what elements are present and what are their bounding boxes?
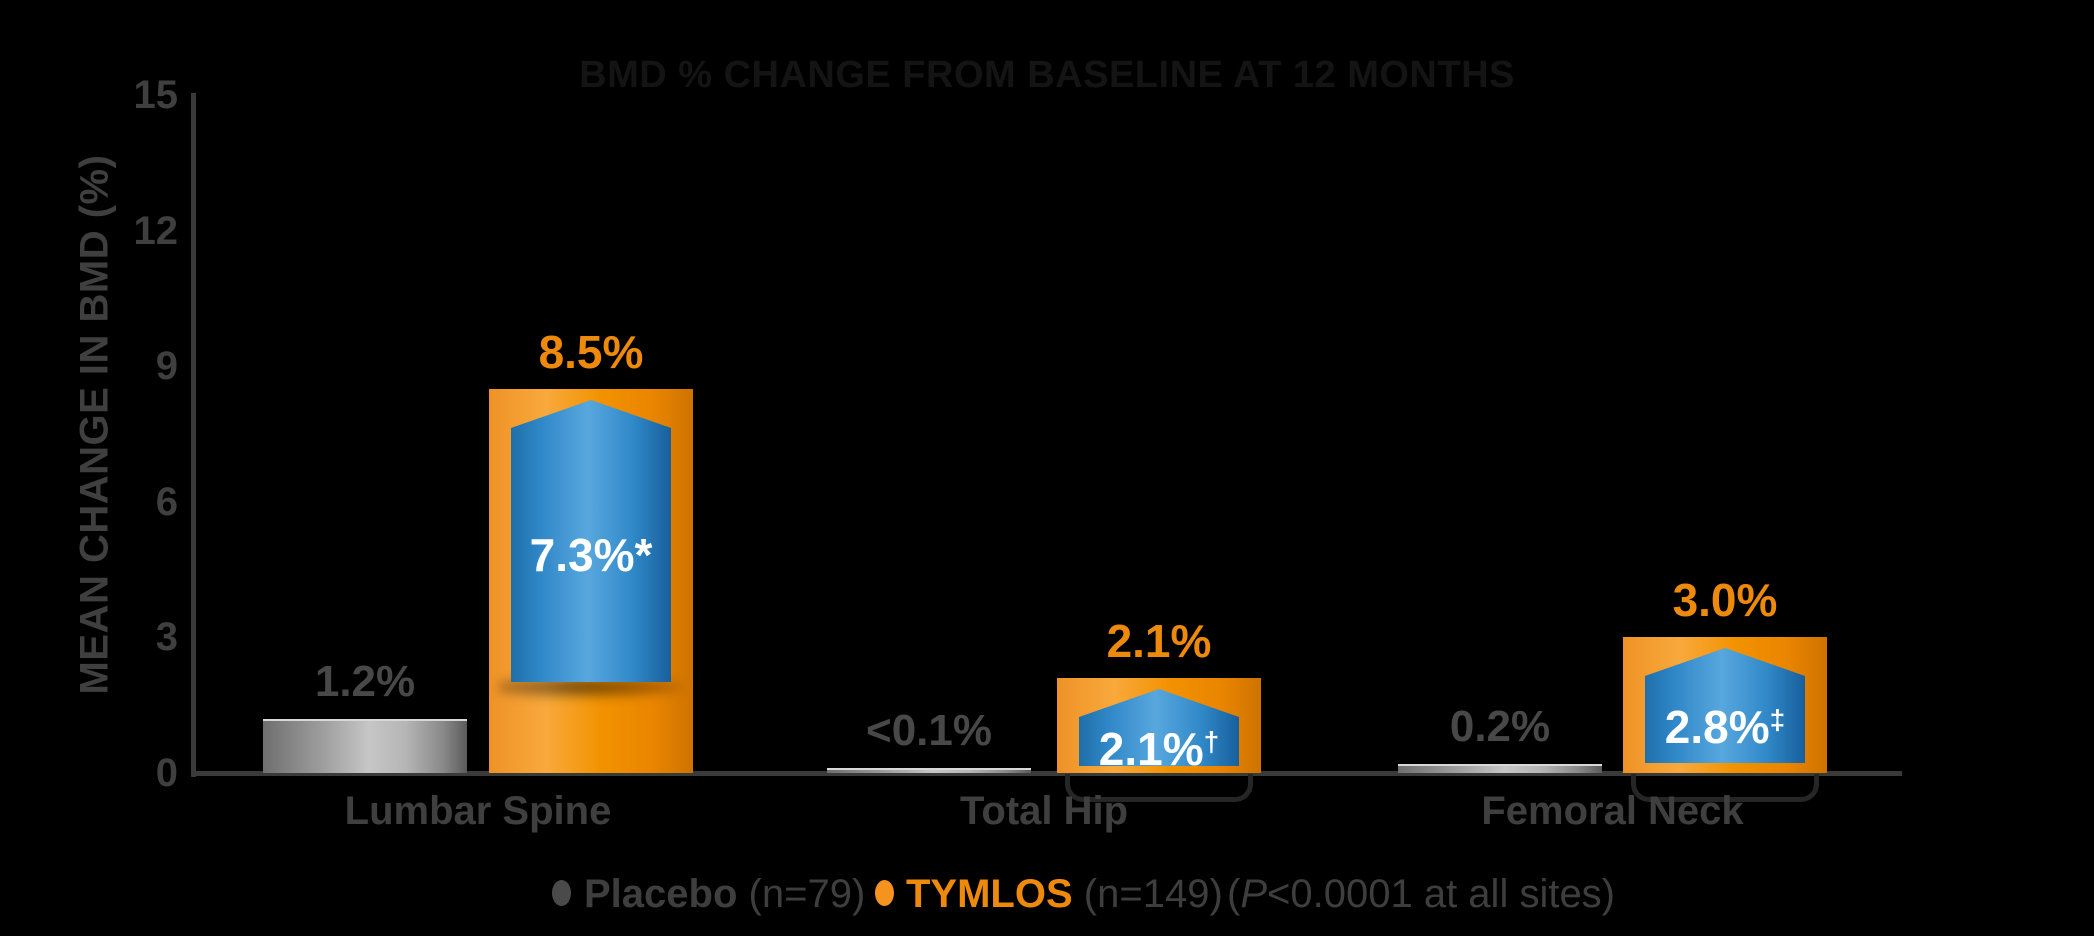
p-value-note: (P<0.0001 at all sites) <box>1227 872 1616 916</box>
legend-tymlos-marker <box>875 880 894 906</box>
placebo-bar <box>263 719 467 773</box>
legend-placebo-name: Placebo <box>584 872 738 916</box>
y-tick-label: 6 <box>155 479 178 524</box>
tymlos-value-label: 8.5% <box>538 326 644 378</box>
emphasis-bracket <box>1631 774 1819 802</box>
legend-tymlos-name: TYMLOS <box>906 872 1073 916</box>
treatment-difference-arrow: 7.3%* <box>511 400 671 682</box>
placebo-value-label: <0.1% <box>866 706 992 755</box>
y-tick-label: 15 <box>133 73 179 117</box>
treatment-difference-label: 2.1%† <box>1098 722 1220 775</box>
footnote-symbol: † <box>1203 725 1220 757</box>
p-italic: P <box>1240 872 1268 916</box>
chart-title: BMD % CHANGE FROM BASELINE AT 12 MONTHS <box>579 54 1515 96</box>
legend-placebo-label: Placebo (n=79) <box>584 872 865 917</box>
y-axis-label: MEAN CHANGE IN BMD (%) <box>72 154 117 695</box>
category-label: Total Hip <box>959 789 1129 833</box>
treatment-difference-label: 2.8%‡ <box>1664 700 1786 753</box>
emphasis-bracket <box>1065 774 1253 802</box>
category-label: Lumbar Spine <box>344 789 612 833</box>
tymlos-bar: 2.1%† <box>1057 678 1261 773</box>
x-axis-line <box>191 771 1902 776</box>
footnote-symbol: ‡ <box>1769 703 1786 735</box>
placebo-value-label: 1.2% <box>314 657 416 706</box>
legend-placebo-n: (n=79) <box>748 872 866 916</box>
legend-tymlos-label: TYMLOS (n=149) <box>906 872 1223 917</box>
placebo-value-label: 0.2% <box>1449 702 1551 751</box>
placebo-bar <box>827 768 1031 773</box>
y-tick-label: 0 <box>155 751 178 795</box>
treatment-difference-label: 7.3%* <box>529 529 653 581</box>
tymlos-bar: 7.3%* <box>489 389 693 773</box>
legend-tymlos-n: (n=149) <box>1083 872 1223 916</box>
tymlos-value-label: 3.0% <box>1672 574 1778 626</box>
y-axis-line <box>191 93 196 777</box>
tymlos-value-label: 2.1% <box>1106 615 1212 667</box>
legend-placebo-marker <box>552 880 571 906</box>
tymlos-bar: 2.8%‡ <box>1623 637 1827 773</box>
placebo-bar <box>1398 764 1602 773</box>
category-label: Femoral Neck <box>1481 789 1744 833</box>
y-tick-label: 9 <box>155 344 178 389</box>
y-tick-label: 3 <box>155 615 178 660</box>
treatment-difference-arrow: 2.8%‡ <box>1645 648 1805 763</box>
treatment-difference-arrow: 2.1%† <box>1079 689 1239 766</box>
y-tick-label: 12 <box>133 208 179 253</box>
